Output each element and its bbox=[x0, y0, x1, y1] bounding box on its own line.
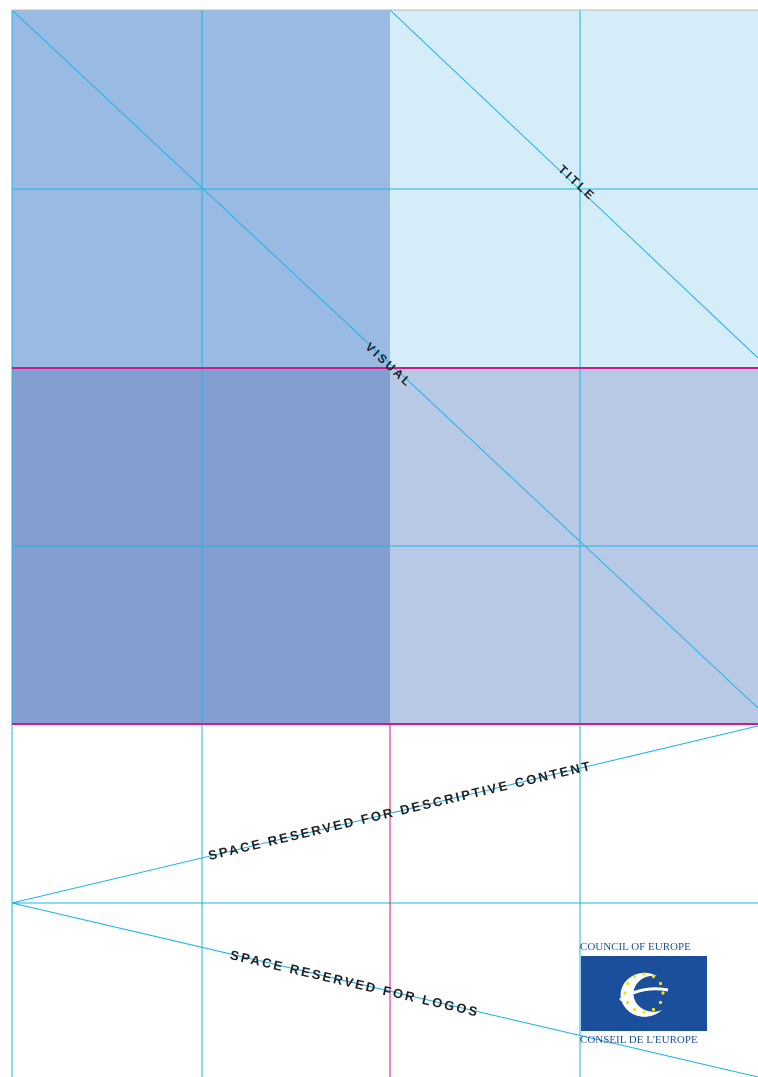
logo-star-icon bbox=[658, 981, 663, 986]
logo-emblem-icon bbox=[619, 972, 669, 1017]
logo-c-swoosh-icon bbox=[619, 987, 669, 1002]
logo-star-icon bbox=[651, 1007, 656, 1012]
diagonal-line bbox=[11, 902, 758, 1077]
logo-top-text: COUNCIL OF EUROPE bbox=[580, 941, 691, 953]
logo-bottom-text: CONSEIL DE L'EUROPE bbox=[580, 1034, 698, 1046]
descriptive-content-label: SPACE RESERVED FOR DESCRIPTIVE CONTENT bbox=[207, 758, 594, 863]
diagonal-line bbox=[11, 9, 758, 709]
logo-stars-icon bbox=[623, 972, 665, 1014]
council-of-europe-logo: COUNCIL OF EUROPE CONSEIL DE L'EUROPE bbox=[580, 941, 707, 1046]
logo-star-icon bbox=[651, 974, 656, 979]
diagonal-line bbox=[11, 725, 758, 904]
logo-star-icon bbox=[625, 1000, 630, 1005]
diagonal-line bbox=[389, 9, 758, 359]
logo-star-icon bbox=[642, 1010, 646, 1014]
logo-star-icon bbox=[658, 1000, 663, 1005]
logos-label: SPACE RESERVED FOR LOGOS bbox=[229, 947, 481, 1020]
logo-c-mark-icon bbox=[620, 972, 662, 1017]
logo-star-icon bbox=[642, 972, 646, 976]
logo-star-icon bbox=[623, 991, 627, 995]
logo-emblem-background bbox=[581, 956, 707, 1031]
logo-star-icon bbox=[661, 991, 665, 995]
grid-lines bbox=[11, 9, 758, 1077]
logo-star-icon bbox=[625, 981, 630, 986]
accent-lines bbox=[12, 367, 758, 1077]
logo-star-icon bbox=[632, 974, 637, 979]
logo-star-icon bbox=[632, 1007, 637, 1012]
